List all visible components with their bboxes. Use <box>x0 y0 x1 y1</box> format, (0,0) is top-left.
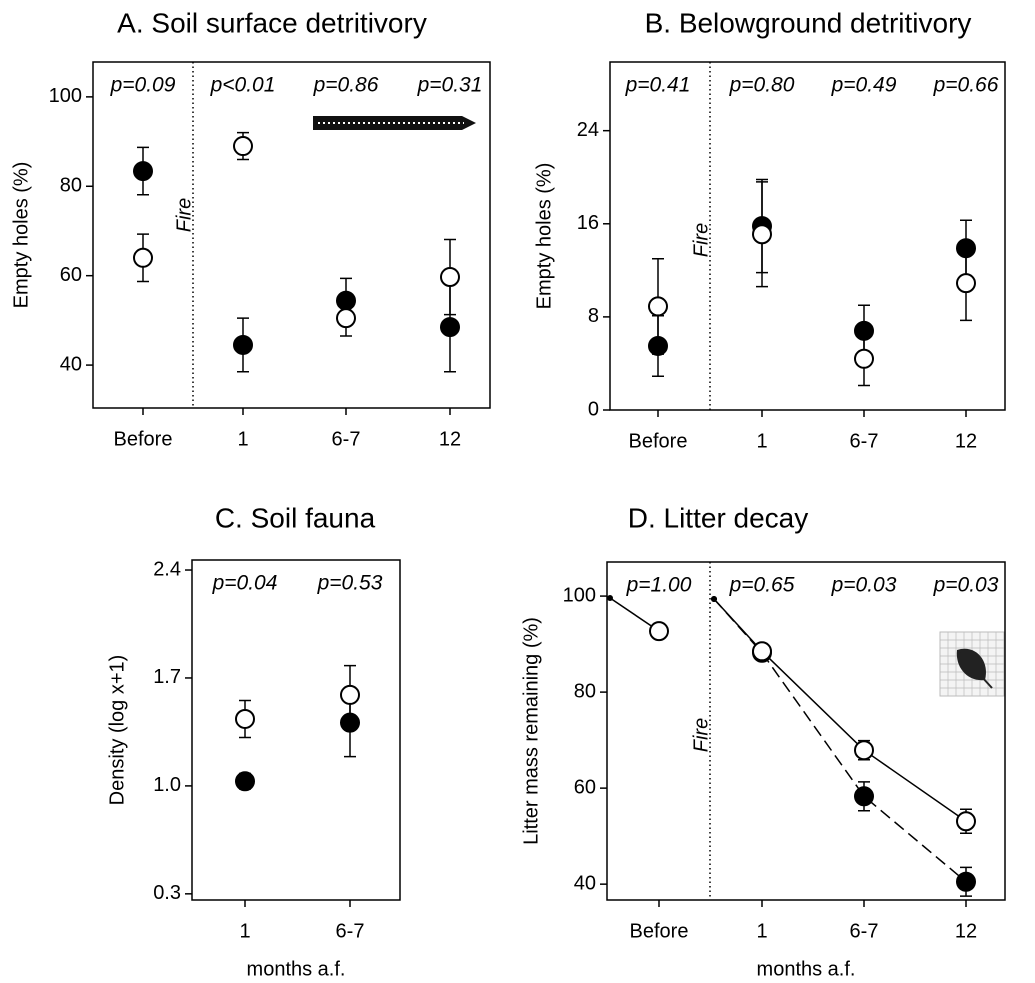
data-point <box>336 308 356 329</box>
p-value: p=1.00 <box>626 574 692 597</box>
p-value: p=0.41 <box>625 74 691 97</box>
p-value: p=0.03 <box>831 574 897 597</box>
x-tick-label: 12 <box>955 920 977 942</box>
p-value: p=0.31 <box>417 74 483 97</box>
x-tick-label: 12 <box>439 428 461 450</box>
y-tick-label: 100 <box>49 85 82 107</box>
event-label: Fire <box>690 718 712 752</box>
series-line <box>713 598 967 822</box>
data-point <box>340 712 360 733</box>
leaf-icon <box>939 631 1005 697</box>
y-tick-label: 1.0 <box>153 774 181 796</box>
x-tick-label: 6-7 <box>336 920 365 942</box>
y-tick-label: 0 <box>588 398 599 420</box>
y-tick-label: 60 <box>60 264 82 286</box>
data-point <box>233 334 253 355</box>
p-value: p=0.86 <box>313 74 379 97</box>
data-point <box>854 320 874 341</box>
x-tick-label: 12 <box>955 430 977 452</box>
data-point <box>233 136 253 157</box>
data-point <box>649 621 669 642</box>
y-tick-label: 8 <box>588 305 599 327</box>
data-point <box>956 811 976 832</box>
plot-frame <box>191 559 401 901</box>
y-tick-label: 80 <box>574 680 596 702</box>
data-point <box>648 335 668 356</box>
fire-arrow <box>313 116 476 130</box>
y-tick-label: 40 <box>60 353 82 375</box>
p-value: p=0.09 <box>110 74 176 97</box>
data-point <box>235 708 255 729</box>
data-point <box>956 871 976 892</box>
data-point <box>133 161 153 182</box>
data-point <box>648 296 668 317</box>
plot-frame <box>609 61 1006 411</box>
data-point <box>752 224 772 245</box>
y-tick-label: 16 <box>577 212 599 234</box>
data-point <box>440 317 460 338</box>
data-point <box>854 740 874 761</box>
y-axis-label: Empty holes (%) <box>10 162 32 309</box>
y-tick-label: 24 <box>577 119 599 141</box>
event-label: Fire <box>173 198 195 232</box>
start-point <box>711 595 717 602</box>
x-tick-label: 1 <box>756 920 767 942</box>
data-point <box>336 290 356 311</box>
y-tick-label: 80 <box>60 175 82 197</box>
p-value: p=0.49 <box>831 74 897 97</box>
y-tick-label: 0.3 <box>153 882 181 904</box>
plot-frame <box>606 561 1006 901</box>
x-tick-label: 6-7 <box>850 920 879 942</box>
data-point <box>956 273 976 294</box>
p-value: p=0.53 <box>317 572 383 595</box>
y-tick-label: 2.4 <box>153 558 181 580</box>
y-tick-label: 1.7 <box>153 666 181 688</box>
data-point <box>854 348 874 369</box>
x-tick-label: Before <box>114 428 173 450</box>
start-point <box>607 595 613 602</box>
x-tick-label: Before <box>629 430 688 452</box>
series-line <box>713 598 967 883</box>
data-point <box>752 641 772 662</box>
data-point <box>956 238 976 259</box>
x-tick-label: 1 <box>237 428 248 450</box>
y-axis-label: Density (log x+1) <box>106 655 128 806</box>
y-axis-label: Empty holes (%) <box>533 163 555 310</box>
data-point <box>235 771 255 792</box>
x-tick-label: 6-7 <box>850 430 879 452</box>
p-value: p=0.03 <box>933 574 999 597</box>
chart-title: D. Litter decay <box>628 502 809 533</box>
x-tick-label: 1 <box>239 920 250 942</box>
chart-title: C. Soil fauna <box>215 502 376 533</box>
x-axis-label: months a.f. <box>757 958 856 980</box>
chart-title: B. Belowground detritivory <box>645 7 972 38</box>
event-label: Fire <box>690 223 712 257</box>
p-value: p<0.01 <box>210 74 276 97</box>
p-value: p=0.04 <box>212 572 278 595</box>
x-tick-label: 6-7 <box>332 428 361 450</box>
y-tick-label: 40 <box>574 872 596 894</box>
x-tick-label: Before <box>630 920 689 942</box>
x-axis-label: months a.f. <box>247 958 346 980</box>
y-tick-label: 100 <box>563 584 596 606</box>
data-point <box>340 684 360 705</box>
p-value: p=0.66 <box>933 74 999 97</box>
chart-title: A. Soil surface detritivory <box>117 7 427 38</box>
y-tick-label: 60 <box>574 776 596 798</box>
data-point <box>440 267 460 288</box>
plot-frame <box>92 61 491 409</box>
p-value: p=0.65 <box>729 574 795 597</box>
p-value: p=0.80 <box>729 74 795 97</box>
data-point <box>133 247 153 268</box>
x-tick-label: 1 <box>756 430 767 452</box>
y-axis-label: Litter mass remaining (%) <box>520 617 542 845</box>
data-point <box>854 786 874 807</box>
